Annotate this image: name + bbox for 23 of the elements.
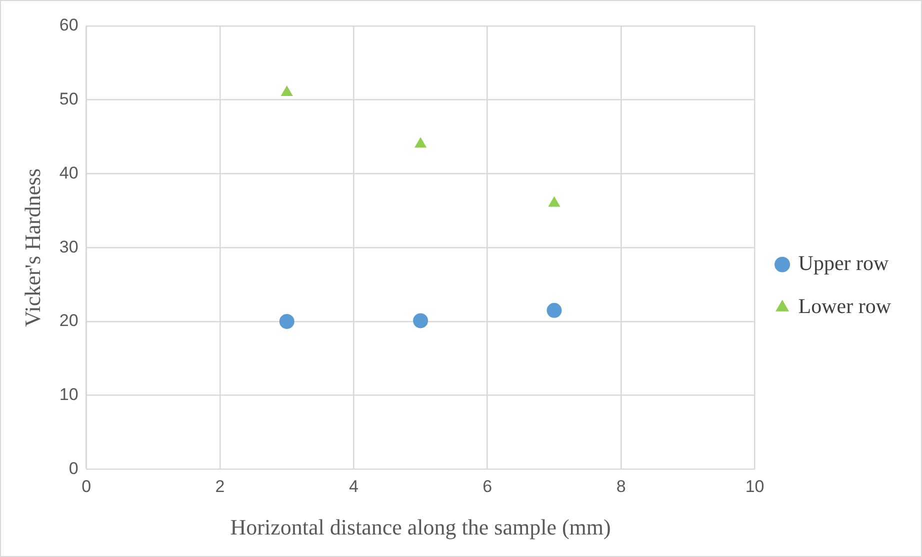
x-axis-title: Horizontal distance along the sample (mm) xyxy=(230,514,611,540)
legend-label: Lower row xyxy=(798,294,892,318)
y-tick-label: 30 xyxy=(59,237,78,256)
y-tick-label: 40 xyxy=(59,163,78,182)
x-tick-label: 4 xyxy=(348,477,358,496)
point xyxy=(279,314,294,329)
y-tick-label: 10 xyxy=(59,385,78,404)
y-tick-label: 60 xyxy=(59,16,78,35)
y-tick-label: 0 xyxy=(68,458,78,478)
point xyxy=(413,313,428,328)
x-tick-label: 10 xyxy=(745,477,764,496)
x-tick-label: 2 xyxy=(215,477,225,496)
point xyxy=(280,85,293,96)
legend-label: Upper row xyxy=(798,251,890,276)
y-axis-title: Vicker's Hardness xyxy=(20,168,45,327)
y-tick-label: 20 xyxy=(59,311,78,330)
point xyxy=(548,196,560,207)
x-tick-label: 8 xyxy=(616,477,626,496)
y-tick-label: 50 xyxy=(59,90,78,109)
x-tick-label: 0 xyxy=(82,477,92,496)
point xyxy=(414,137,427,148)
point xyxy=(546,302,562,318)
x-tick-label: 6 xyxy=(482,477,492,496)
